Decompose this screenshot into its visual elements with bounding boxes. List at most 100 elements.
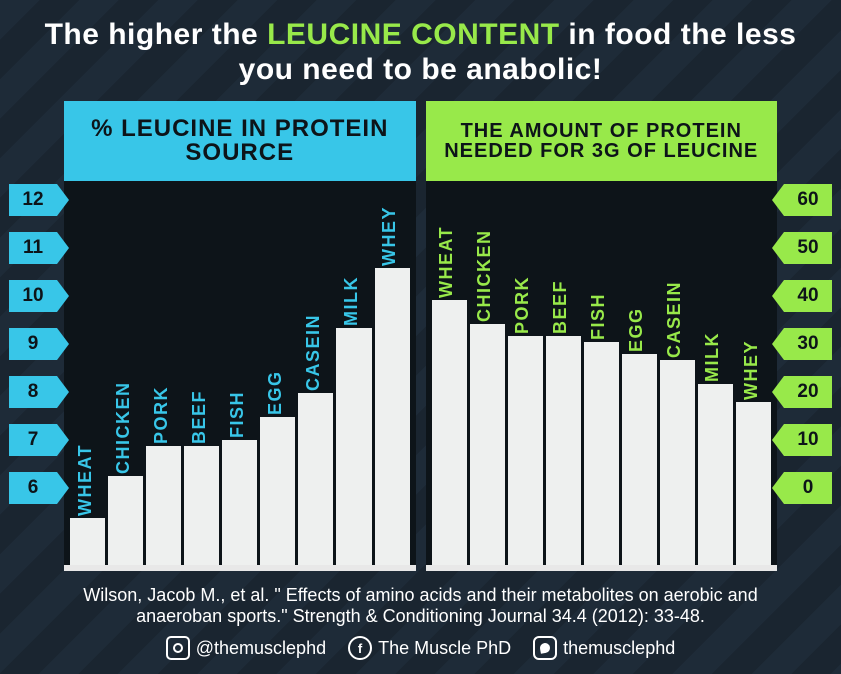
- axis-tick-row: 30: [772, 328, 832, 360]
- title-pre: The higher the: [45, 18, 268, 51]
- chart-protein-needed: THE AMOUNT OF PROTEIN NEEDED FOR 3G OF L…: [426, 101, 778, 571]
- title-highlight: LEUCINE CONTENT: [267, 18, 560, 51]
- bar-label: CHICKEN: [113, 381, 134, 474]
- bar-milk: MILK: [336, 328, 371, 565]
- social-item: f The Muscle PhD: [348, 636, 511, 660]
- axis-tick: 40: [784, 280, 832, 312]
- bar-casein: CASEIN: [298, 393, 333, 565]
- tick-arrow: [57, 280, 69, 312]
- tick-arrow: [57, 184, 69, 216]
- bar-pork: PORK: [508, 336, 543, 565]
- instagram-icon: [166, 636, 190, 660]
- facebook-icon: f: [348, 636, 372, 660]
- tick-arrow: [57, 328, 69, 360]
- axis-tick-row: 12: [9, 184, 69, 216]
- axis-tick: 60: [784, 184, 832, 216]
- bar-casein: CASEIN: [660, 360, 695, 565]
- axis-tick: 7: [9, 424, 57, 456]
- tick-arrow: [772, 232, 784, 264]
- axis-tick-row: 20: [772, 376, 832, 408]
- axis-tick: 20: [784, 376, 832, 408]
- social-label: themusclephd: [563, 638, 675, 659]
- bar-label: EGG: [265, 370, 286, 415]
- axis-tick-row: 40: [772, 280, 832, 312]
- axis-tick-row: 7: [9, 424, 69, 456]
- right-y-axis: 60 50 40 30 20 10 0: [772, 184, 832, 554]
- axis-tick-row: 11: [9, 232, 69, 264]
- citation-text: Wilson, Jacob M., et al. " Effects of am…: [0, 577, 841, 630]
- axis-tick-row: 50: [772, 232, 832, 264]
- social-label: @themusclephd: [196, 638, 326, 659]
- bar-beef: BEEF: [546, 336, 581, 565]
- tick-arrow: [772, 424, 784, 456]
- tick-arrow: [772, 184, 784, 216]
- axis-tick: 8: [9, 376, 57, 408]
- page-title: The higher the LEUCINE CONTENT in food t…: [0, 0, 841, 95]
- axis-tick-row: 10: [9, 280, 69, 312]
- bar-wheat: WHEAT: [432, 300, 467, 565]
- social-label: The Muscle PhD: [378, 638, 511, 659]
- social-links: @themusclephd f The Muscle PhD themusclephd: [0, 636, 841, 660]
- bar-label: PORK: [151, 386, 172, 444]
- bar-label: CASEIN: [664, 281, 685, 358]
- bar-label: CHICKEN: [474, 229, 495, 322]
- axis-tick: 10: [784, 424, 832, 456]
- axis-tick-row: 6: [9, 472, 69, 504]
- bar-fish: FISH: [584, 342, 619, 565]
- bar-label: MILK: [341, 276, 362, 326]
- bar-egg: EGG: [260, 417, 295, 565]
- bar-label: WHEY: [379, 206, 400, 266]
- bar-chicken: CHICKEN: [470, 324, 505, 565]
- axis-tick: 50: [784, 232, 832, 264]
- tick-arrow: [772, 472, 784, 504]
- social-item: @themusclephd: [166, 636, 326, 660]
- bar-label: FISH: [588, 293, 609, 340]
- bar-label: PORK: [512, 276, 533, 334]
- bar-label: MILK: [702, 332, 723, 382]
- chart-header: THE AMOUNT OF PROTEIN NEEDED FOR 3G OF L…: [426, 101, 778, 181]
- axis-tick-row: 60: [772, 184, 832, 216]
- bar-label: FISH: [227, 391, 248, 438]
- bar-label: BEEF: [550, 280, 571, 334]
- axis-tick: 30: [784, 328, 832, 360]
- chart-body: WHEATCHICKENPORKBEEFFISHEGGCASEINMILKWHE…: [64, 181, 416, 571]
- axis-tick-row: 8: [9, 376, 69, 408]
- bar-pork: PORK: [146, 446, 181, 565]
- social-item: themusclephd: [533, 636, 675, 660]
- bar-label: EGG: [626, 307, 647, 352]
- axis-tick: 0: [784, 472, 832, 504]
- bar-milk: MILK: [698, 384, 733, 565]
- bar-fish: FISH: [222, 440, 257, 565]
- bar-label: BEEF: [189, 390, 210, 444]
- tick-arrow: [772, 376, 784, 408]
- axis-tick: 6: [9, 472, 57, 504]
- snapchat-icon: [533, 636, 557, 660]
- chart-bars: WHEATCHICKENPORKBEEFFISHEGGCASEINMILKWHE…: [432, 191, 772, 565]
- axis-tick: 10: [9, 280, 57, 312]
- tick-arrow: [772, 280, 784, 312]
- charts-row: % LEUCINE IN PROTEIN SOURCEWHEATCHICKENP…: [0, 101, 841, 571]
- axis-tick-row: 0: [772, 472, 832, 504]
- axis-tick: 12: [9, 184, 57, 216]
- axis-tick-row: 10: [772, 424, 832, 456]
- tick-arrow: [57, 424, 69, 456]
- chart-leucine-percent: % LEUCINE IN PROTEIN SOURCEWHEATCHICKENP…: [64, 101, 416, 571]
- chart-header: % LEUCINE IN PROTEIN SOURCE: [64, 101, 416, 181]
- chart-header-text: % LEUCINE IN PROTEIN SOURCE: [74, 117, 406, 165]
- bar-wheat: WHEAT: [70, 518, 105, 565]
- bar-label: WHEY: [741, 340, 762, 400]
- axis-tick: 9: [9, 328, 57, 360]
- tick-arrow: [57, 232, 69, 264]
- bar-label: CASEIN: [303, 314, 324, 391]
- bar-chicken: CHICKEN: [108, 476, 143, 565]
- bar-label: WHEAT: [75, 443, 96, 515]
- bar-egg: EGG: [622, 354, 657, 565]
- bar-whey: WHEY: [375, 268, 410, 565]
- bar-beef: BEEF: [184, 446, 219, 565]
- axis-tick-row: 9: [9, 328, 69, 360]
- bar-whey: WHEY: [736, 402, 771, 565]
- bar-label: WHEAT: [436, 225, 457, 297]
- tick-arrow: [57, 376, 69, 408]
- chart-bars: WHEATCHICKENPORKBEEFFISHEGGCASEINMILKWHE…: [70, 191, 410, 565]
- axis-tick: 11: [9, 232, 57, 264]
